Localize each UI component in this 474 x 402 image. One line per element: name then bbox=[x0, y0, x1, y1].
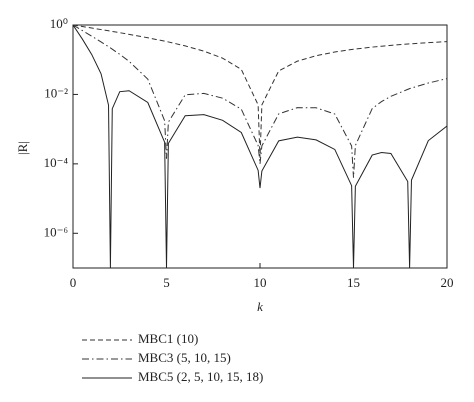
y-tick-label: 10⁻⁴ bbox=[44, 155, 69, 170]
legend-label: MBC5 (2, 5, 10, 15, 18) bbox=[138, 369, 263, 384]
x-tick-label: 15 bbox=[347, 275, 360, 290]
series-line bbox=[72, 24, 448, 269]
y-axis-label: |R| bbox=[15, 141, 30, 155]
series-line bbox=[72, 24, 448, 158]
x-tick-label: 0 bbox=[70, 275, 77, 290]
series-line bbox=[72, 24, 448, 178]
x-axis-label: k bbox=[257, 299, 263, 314]
x-tick-label: 5 bbox=[163, 275, 170, 290]
y-tick-label: 10⁻² bbox=[44, 85, 68, 100]
legend-label: MBC3 (5, 10, 15) bbox=[138, 350, 231, 365]
x-tick-label: 10 bbox=[254, 275, 267, 290]
x-tick-label: 20 bbox=[441, 275, 454, 290]
y-tick-label: 10⁻⁶ bbox=[44, 224, 68, 239]
legend-label: MBC1 (10) bbox=[138, 331, 198, 346]
y-tick-label: 10⁰ bbox=[50, 16, 68, 31]
